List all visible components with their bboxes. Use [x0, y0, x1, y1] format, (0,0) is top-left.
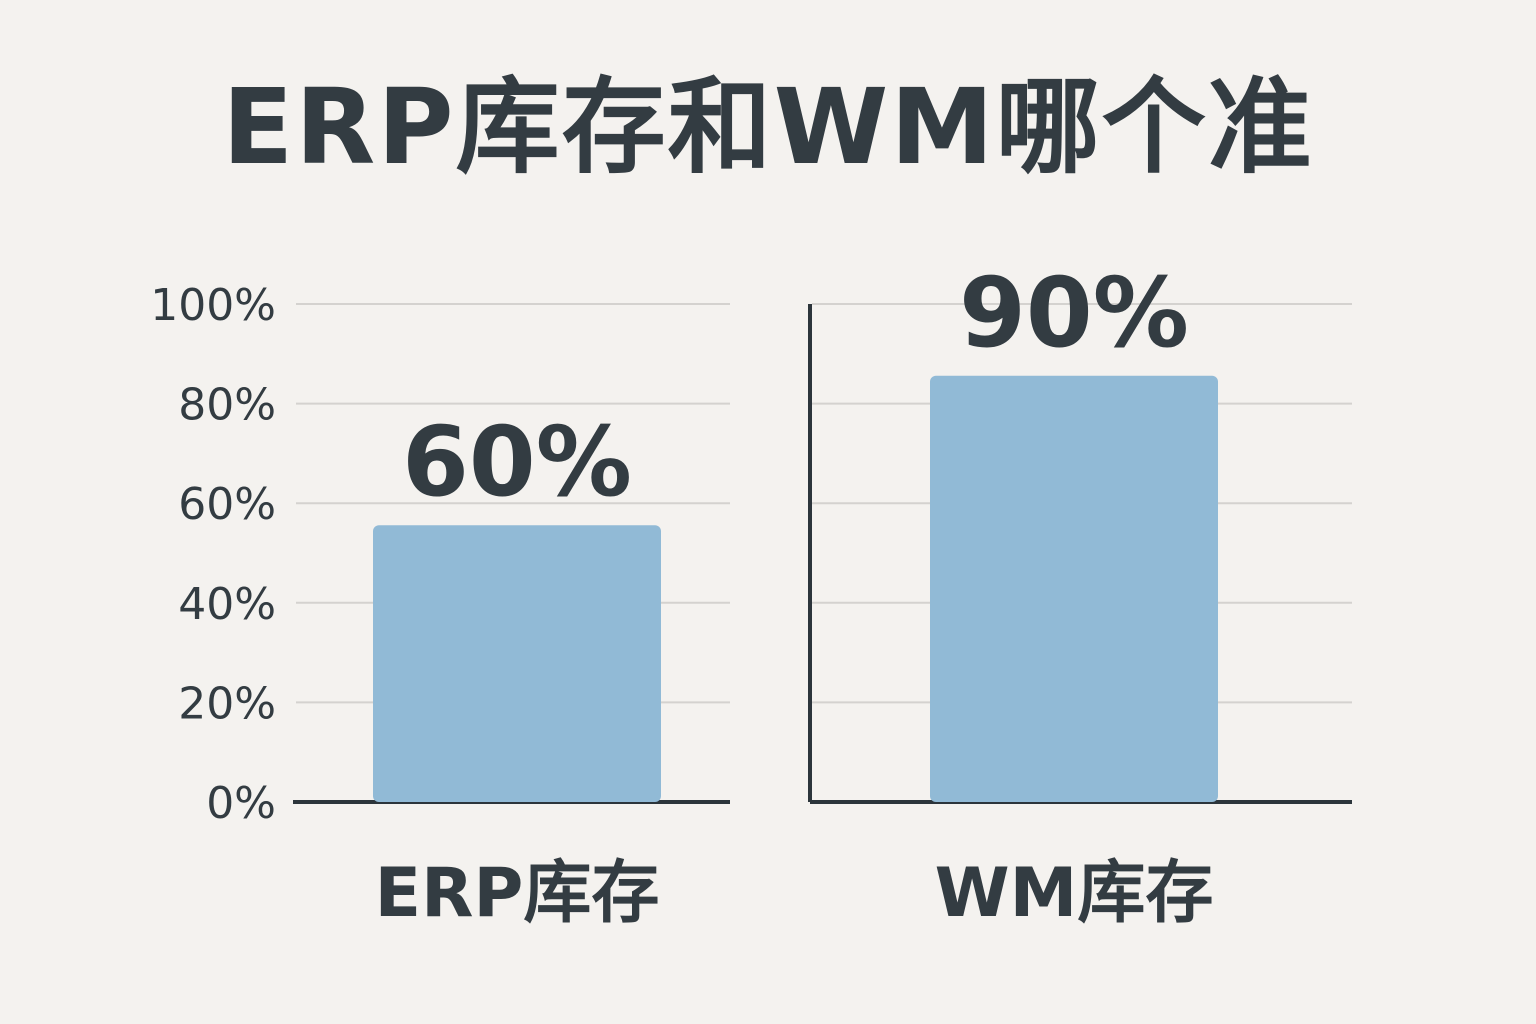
bar-2 — [930, 375, 1218, 802]
chart-title: ERP库存和WM哪个准 — [222, 66, 1314, 188]
y-tick-label: 80% — [178, 380, 276, 431]
bars — [373, 375, 1218, 802]
y-tick-label: 100% — [150, 280, 276, 331]
y-tick-label: 0% — [206, 778, 276, 829]
y-tick-label: 60% — [178, 479, 276, 530]
category-label-2: WM库存 — [935, 854, 1214, 933]
bar-1 — [373, 525, 661, 802]
bar-value-label-1: 60% — [402, 406, 632, 518]
category-label-1: ERP库存 — [375, 854, 660, 933]
y-tick-label: 20% — [178, 678, 276, 729]
labels: 60% ERP库存 90% WM库存 — [375, 257, 1214, 933]
bar-value-label-2: 90% — [959, 257, 1189, 369]
y-axis-ticks: 0% 20% 40% 60% 80% 100% — [150, 280, 276, 829]
y-tick-label: 40% — [178, 579, 276, 630]
